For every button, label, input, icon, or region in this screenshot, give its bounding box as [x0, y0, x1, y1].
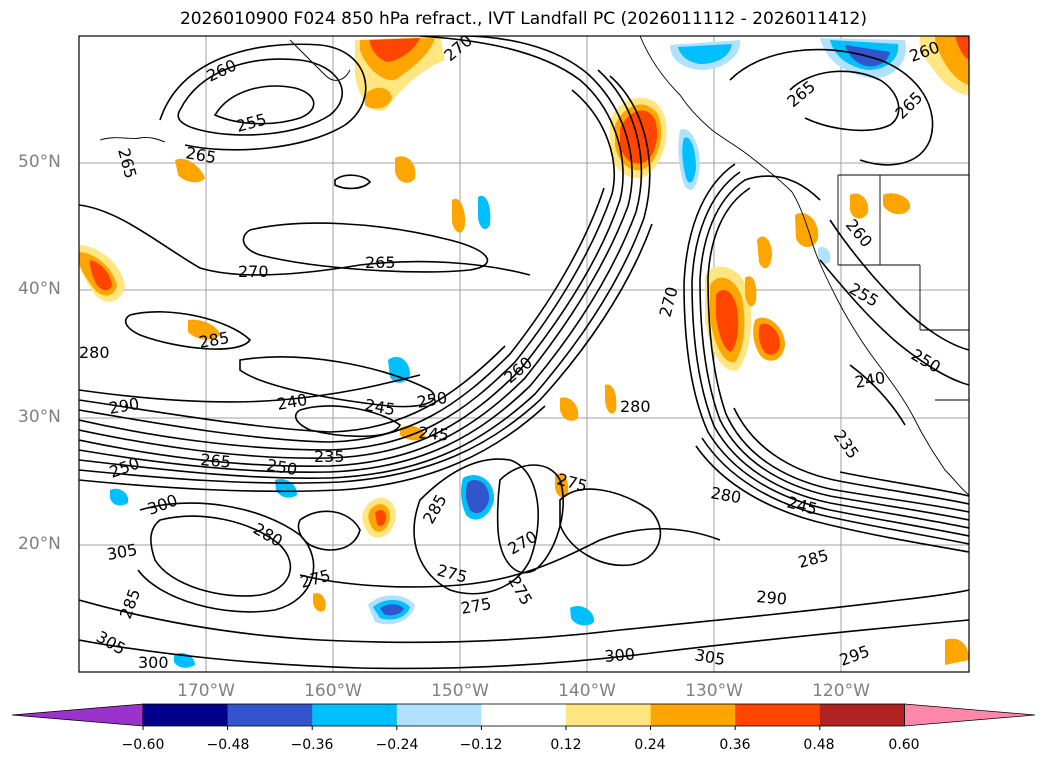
colorbar-segment — [735, 704, 821, 726]
map-frame-bg — [79, 36, 969, 672]
colorbar-segment — [819, 704, 905, 726]
colorbar-tick-label: 0.36 — [719, 737, 751, 753]
colorbar — [11, 703, 1036, 730]
colorbar-tick-label: 0.48 — [803, 737, 835, 753]
map-frame — [78, 35, 970, 673]
colorbar-segment — [650, 704, 736, 726]
contour-lines — [79, 36, 969, 670]
colorbar-segment — [312, 704, 398, 726]
colorbar-frame — [142, 703, 905, 727]
contour-label: 235 — [314, 447, 345, 466]
colorbar-segment — [396, 704, 482, 726]
lon-label-140w: 140°W — [558, 681, 616, 701]
lat-label-40n: 40°N — [18, 279, 61, 299]
colorbar-extend-high — [904, 703, 1036, 727]
contour-label: 265 — [200, 450, 232, 472]
colorbar-segment — [227, 704, 313, 726]
lon-label-120w: 120°W — [812, 681, 870, 701]
colorbar-tick-label: −0.36 — [290, 737, 334, 753]
gridlines — [79, 36, 969, 672]
colorbar-tick-label: −0.60 — [121, 737, 165, 753]
colorbar-extend-low — [11, 703, 144, 727]
colorbar-tick-label: −0.24 — [375, 737, 419, 753]
lat-label-30n: 30°N — [18, 407, 61, 427]
colorbar-segment — [566, 704, 652, 726]
colorbar-segment — [143, 704, 229, 726]
contour-label: 280 — [620, 397, 651, 416]
lat-label-50n: 50°N — [18, 152, 61, 172]
contour-label: 280 — [79, 343, 110, 362]
colorbar-tick-label: −0.12 — [459, 737, 503, 753]
lat-label-20n: 20°N — [18, 534, 61, 554]
colorbar-segment — [481, 704, 567, 726]
map-title: 2026010900 F024 850 hPa refract., IVT La… — [179, 9, 867, 29]
lon-label-170w: 170°W — [177, 681, 235, 701]
colorbar-tick-label: 0.12 — [550, 737, 582, 753]
colorbar-tick-label: 0.24 — [634, 737, 666, 753]
colorbar-tick-label: −0.48 — [206, 737, 250, 753]
contour-label: 265 — [365, 253, 396, 272]
coastlines — [99, 36, 969, 496]
contour-label: 300 — [604, 644, 636, 666]
lon-label-160w: 160°W — [304, 681, 362, 701]
contour-label: 245 — [418, 423, 450, 445]
colorbar-tick-label: 0.60 — [888, 737, 920, 753]
contour-label: 290 — [756, 587, 788, 609]
anomaly-fills — [79, 36, 969, 668]
contour-label: 300 — [138, 653, 169, 672]
contour-label: 270 — [238, 262, 269, 281]
lon-label-150w: 150°W — [431, 681, 489, 701]
lon-label-130w: 130°W — [685, 681, 743, 701]
